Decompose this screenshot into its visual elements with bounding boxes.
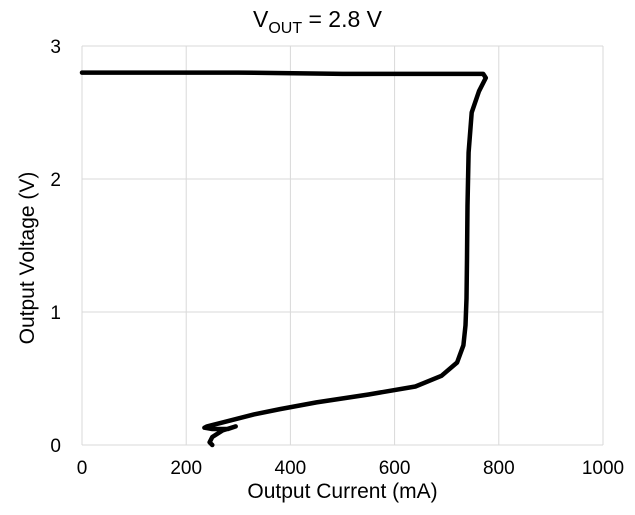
y-tick-label: 3 — [50, 37, 61, 58]
series-line — [79, 70, 489, 448]
x-tick-label: 0 — [77, 458, 88, 479]
y-tick-label: 0 — [50, 436, 61, 457]
y-tick-label: 1 — [50, 303, 61, 324]
y-axis-label: Output Voltage (V) — [16, 171, 39, 345]
tick-labels: 0 200 400 600 800 1000 0 1 2 3 — [50, 37, 624, 479]
x-tick-label: 200 — [170, 458, 202, 479]
series-group — [79, 70, 489, 448]
x-axis-label: Output Current (mA) — [247, 480, 438, 503]
y-tick-label: 2 — [50, 170, 61, 191]
x-tick-label: 1000 — [582, 458, 624, 479]
x-tick-label: 600 — [379, 458, 411, 479]
grid — [81, 45, 604, 446]
x-tick-label: 800 — [483, 458, 515, 479]
x-tick-label: 400 — [275, 458, 307, 479]
